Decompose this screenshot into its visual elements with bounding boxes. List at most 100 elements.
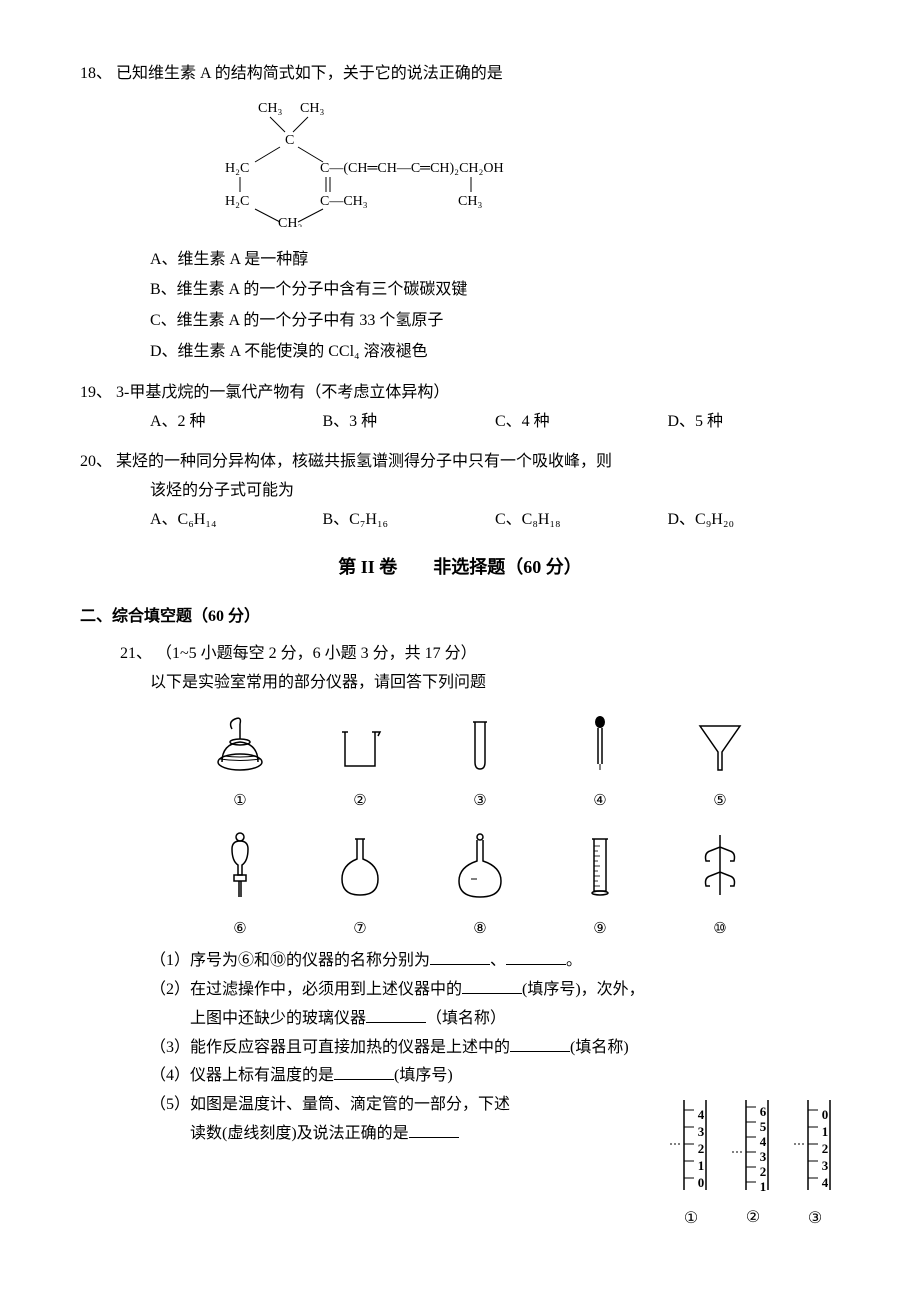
blank [430,948,490,965]
scale-label-1: ① [666,1205,716,1234]
q18-option-b: B、维生素 A 的一个分子中含有三个碳碳双键 [150,276,840,305]
q18-options: A、维生素 A 是一种醇 B、维生素 A 的一个分子中含有三个碳碳双键 C、维生… [150,246,840,367]
apparatus-9: ⑨ [540,831,660,943]
q21-sub4-text-b: (填序号) [394,1067,453,1084]
q21-text2: 以下是实验室常用的部分仪器，请回答下列问题 [150,669,840,698]
q21-sub2-text-c: 上图中还缺少的玻璃仪器 [190,1010,366,1027]
scale1-n2: 2 [696,1140,706,1157]
apparatus-6: ⑥ [180,831,300,943]
apparatus-5: ⑤ [660,714,780,816]
struct-ch3-1: CH₃ [258,101,282,116]
q21-sub3-text-b: (填名称) [570,1039,629,1056]
blank [462,977,522,994]
apparatus-label-9: ⑨ [540,916,660,943]
apparatus-2: ② [300,714,420,816]
scale2-n4: 2 [758,1164,768,1179]
apparatus-row-1: ① ② ③ ④ [180,714,780,816]
q20-text-cont: 该烃的分子式可能为 [150,477,840,506]
q21-sub1-text-a: （1）序号为⑥和⑩的仪器的名称分别为 [150,952,430,969]
q19-option-d: D、5 种 [668,408,841,437]
q20-option-b: B、C₇H₁₆ [323,506,496,535]
blank [506,948,566,965]
section-2-title: 第 II 卷 非选择题（60 分） [80,551,840,583]
question-18: 18、 已知维生素 A 的结构简式如下，关于它的说法正确的是 CH₃ CH₃ C… [80,60,840,367]
struct-ch2-bottom: CH₂ [278,216,302,227]
apparatus-label-10: ⑩ [660,916,780,943]
scale3-n2: 2 [820,1140,830,1157]
q21-sub5-wrap: 4 3 2 1 0 ① [150,1091,840,1234]
section-2-heading: 二、综合填空题（60 分） [80,603,840,632]
blank [409,1121,459,1138]
q21-text: （1~5 小题每空 2 分，6 小题 3 分，共 17 分） [156,645,477,662]
q19-option-a: A、2 种 [150,408,323,437]
apparatus-label-7: ⑦ [300,916,420,943]
struct-ch3-2: CH₃ [300,101,324,116]
q21-sub5-text-b: 读数(虚线刻度)及说法正确的是 [190,1125,409,1142]
q21-sub1-text-b: 、 [490,952,506,969]
q20-option-d: D、C₉H₂₀ [668,506,841,535]
scale-2: 6 5 4 3 2 1 ② [728,1095,778,1234]
q21-sub2-text-d: （填名称） [426,1010,506,1027]
struct-ch3-side: CH₃ [458,194,482,209]
q20-text: 某烃的一种同分异构体，核磁共振氢谱测得分子中只有一个吸收峰，则 [116,453,612,470]
apparatus-label-3: ③ [420,788,540,815]
q20-options: A、C₆H₁₄ B、C₇H₁₆ C、C₈H₁₈ D、C₉H₂₀ [150,506,840,535]
q21-sub4-text-a: （4）仪器上标有温度的是 [150,1067,334,1084]
q18-structure-diagram: CH₃ CH₃ C H₂C C—(CH═CH—C═CH)₂CH₂OH H₂C C… [180,97,840,238]
struct-h2c-2: H₂C [225,194,249,209]
scale2-n5: 1 [758,1179,768,1194]
scale3-n3: 3 [820,1157,830,1174]
apparatus-10: ⑩ [660,831,780,943]
scale1-n3: 1 [696,1157,706,1174]
scale1-n4: 0 [696,1174,706,1191]
struct-c-right: C—(CH═CH—C═CH)₂CH₂OH [320,161,504,176]
scale3-n1: 1 [820,1123,830,1140]
scale1-n0: 4 [696,1106,706,1123]
scale-label-3: ③ [790,1205,840,1234]
scale-1: 4 3 2 1 0 ① [666,1095,716,1234]
q21-sub4: （4）仪器上标有温度的是 (填序号) [150,1062,840,1091]
q20-number: 20、 [80,453,112,470]
apparatus-4: ④ [540,714,660,816]
q21-sub5-text-a: （5）如图是温度计、量筒、滴定管的一部分，下述 [150,1096,510,1113]
scale2-n1: 5 [758,1119,768,1134]
apparatus-label-2: ② [300,788,420,815]
struct-h2c-1: H₂C [225,161,249,176]
q21-sub3-text-a: （3）能作反应容器且可直接加热的仪器是上述中的 [150,1039,510,1056]
scale3-n0: 0 [820,1106,830,1123]
q21-sub1: （1）序号为⑥和⑩的仪器的名称分别为 、 。 [150,947,840,976]
scale-figure: 4 3 2 1 0 ① [666,1095,840,1234]
q19-options: A、2 种 B、3 种 C、4 种 D、5 种 [150,408,840,437]
scale-label-2: ② [728,1204,778,1233]
apparatus-1: ① [180,714,300,816]
scale2-n0: 6 [758,1104,768,1119]
q18-text: 已知维生素 A 的结构简式如下，关于它的说法正确的是 [116,65,503,82]
blank [366,1006,426,1023]
scale3-n4: 4 [820,1174,830,1191]
apparatus-7: ⑦ [300,831,420,943]
struct-c-ch3: C—CH₃ [320,194,368,209]
q18-option-a: A、维生素 A 是一种醇 [150,246,840,275]
apparatus-label-1: ① [180,788,300,815]
question-21: 21、 （1~5 小题每空 2 分，6 小题 3 分，共 17 分） 以下是实验… [80,640,840,1234]
apparatus-label-8: ⑧ [420,916,540,943]
scale1-n1: 3 [696,1123,706,1140]
q18-option-c: C、维生素 A 的一个分子中有 33 个氢原子 [150,307,840,336]
blank [334,1063,394,1080]
apparatus-label-6: ⑥ [180,916,300,943]
q19-number: 19、 [80,384,112,401]
q21-sub1-text-c: 。 [566,952,582,969]
q19-option-b: B、3 种 [323,408,496,437]
blank [510,1035,570,1052]
q21-sub2-text-a: （2）在过滤操作中，必须用到上述仪器中的 [150,981,462,998]
apparatus-3: ③ [420,714,540,816]
q20-option-a: A、C₆H₁₄ [150,506,323,535]
scale2-n3: 3 [758,1149,768,1164]
apparatus-8: ⑧ [420,831,540,943]
q20-option-c: C、C₈H₁₈ [495,506,668,535]
scale2-n2: 4 [758,1134,768,1149]
q21-sub2: （2）在过滤操作中，必须用到上述仪器中的(填序号)，次外， [150,976,840,1005]
q21-sub2-cont: 上图中还缺少的玻璃仪器 （填名称） [190,1005,840,1034]
apparatus-row-2: ⑥ ⑦ ⑧ [180,831,780,943]
q18-option-d: D、维生素 A 不能使溴的 CCl₄ 溶液褪色 [150,338,840,367]
